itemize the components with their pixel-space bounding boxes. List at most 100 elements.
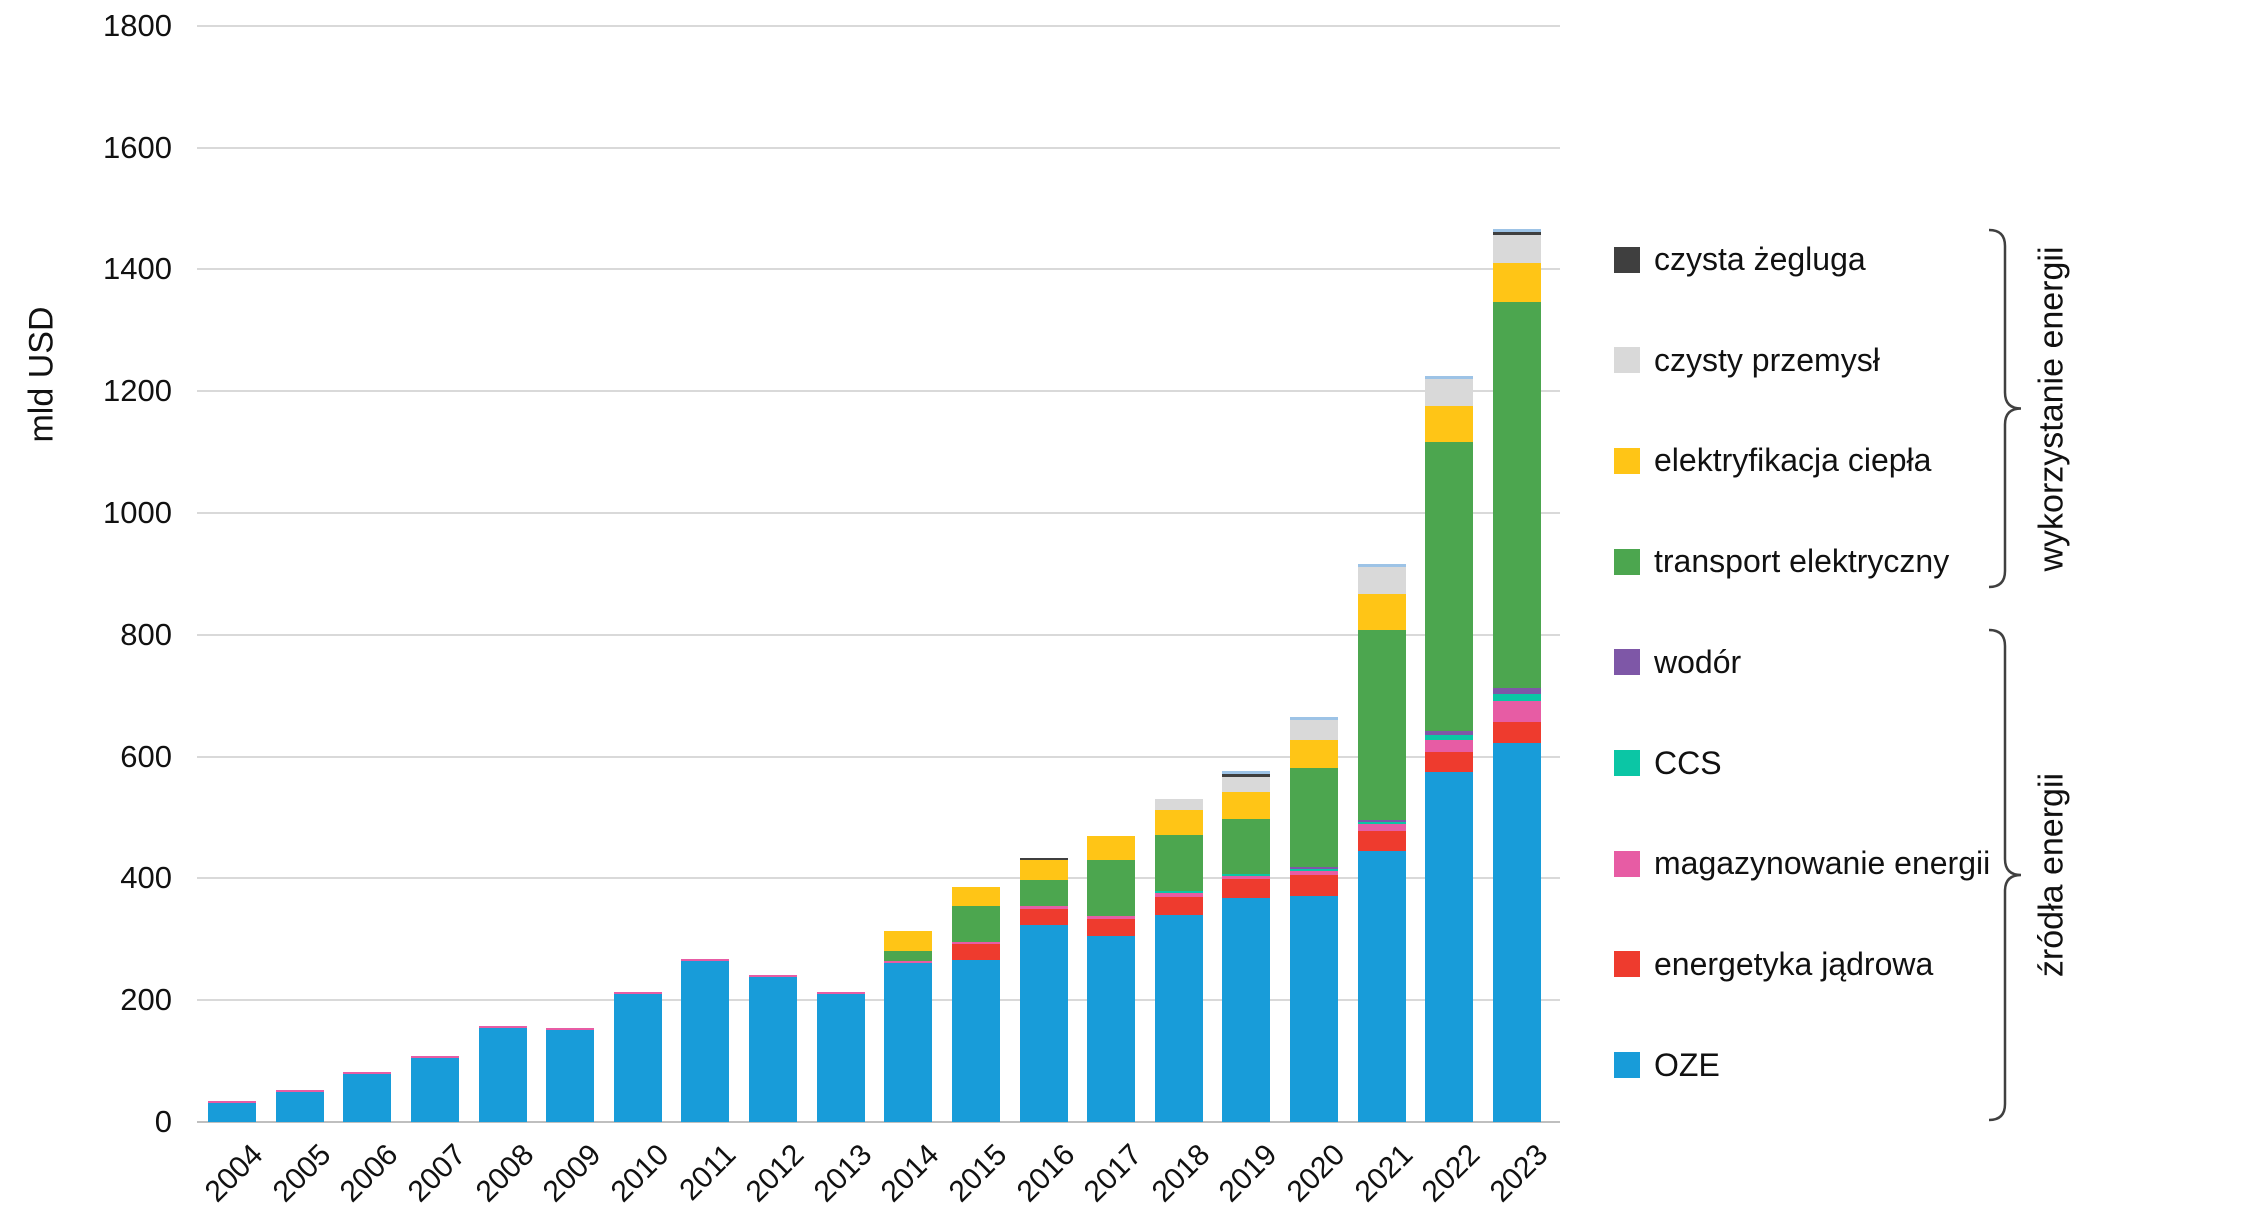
legend-label: energetyka jądrowa bbox=[1654, 945, 1934, 982]
segment-czysta-żegluga-2023 bbox=[1492, 231, 1541, 235]
gridline-400 bbox=[197, 877, 1560, 880]
x-tick-label-2017: 2017 bbox=[1077, 1138, 1149, 1209]
legend-item-magazynowanie-energii: magazynowanie energii bbox=[1614, 845, 1990, 882]
bracket-energy-sources bbox=[1988, 628, 2022, 1122]
gridline-800 bbox=[197, 633, 1560, 636]
bar-2023 bbox=[1492, 228, 1541, 1122]
segment-energetyka-jądrowa-2019 bbox=[1222, 878, 1271, 898]
gridline-1000 bbox=[197, 512, 1560, 514]
legend-swatch-icon bbox=[1614, 649, 1640, 676]
segment-OZE-2006 bbox=[343, 1074, 392, 1122]
segment-bar-top-highlight-2019 bbox=[1222, 771, 1271, 775]
legend-item-wodór: wodór bbox=[1614, 644, 1741, 681]
bar-2014 bbox=[884, 930, 933, 1122]
segment-OZE-2013 bbox=[816, 993, 865, 1122]
segment-wodór-2021 bbox=[1357, 819, 1406, 822]
y-tick-label-0: 0 bbox=[154, 1104, 172, 1139]
legend-label: czysty przemysł bbox=[1654, 341, 1880, 378]
segment-czysta-żegluga-2016 bbox=[1019, 857, 1068, 860]
segment-czysty-przemysł-2018 bbox=[1154, 799, 1203, 810]
segment-czysty-przemysł-2022 bbox=[1425, 379, 1474, 406]
legend-item-elektryfikacja-ciepła: elektryfikacja ciepła bbox=[1614, 442, 1931, 479]
segment-OZE-2014 bbox=[884, 963, 933, 1122]
legend-swatch-icon bbox=[1614, 246, 1640, 273]
segment-magazynowanie-energii-2018 bbox=[1154, 893, 1203, 897]
segment-bar-top-highlight-2022 bbox=[1425, 376, 1474, 380]
bar-2016 bbox=[1019, 857, 1068, 1122]
segment-transport-elektryczny-2022 bbox=[1425, 441, 1474, 731]
bar-2019 bbox=[1222, 771, 1271, 1122]
segment-elektryfikacja-ciepła-2015 bbox=[951, 886, 1000, 906]
x-tick-label-2012: 2012 bbox=[739, 1138, 811, 1209]
segment-magazynowanie-energii-2013 bbox=[816, 991, 865, 994]
segment-energetyka-jądrowa-2021 bbox=[1357, 830, 1406, 851]
y-tick-label-1400: 1400 bbox=[103, 251, 172, 287]
segment-transport-elektryczny-2016 bbox=[1019, 879, 1068, 907]
bar-2017 bbox=[1087, 836, 1136, 1122]
y-tick-label-1200: 1200 bbox=[103, 373, 172, 409]
segment-elektryfikacja-ciepła-2022 bbox=[1425, 405, 1474, 442]
segment-magazynowanie-energii-2012 bbox=[749, 975, 798, 978]
x-tick-label-2018: 2018 bbox=[1145, 1138, 1217, 1209]
gridline-1800 bbox=[197, 24, 1560, 27]
legend-item-energetyka-jądrowa: energetyka jądrowa bbox=[1614, 946, 1933, 983]
bar-2006 bbox=[343, 1072, 392, 1122]
segment-magazynowanie-energii-2023 bbox=[1492, 700, 1541, 723]
segment-czysta-żegluga-2019 bbox=[1222, 774, 1271, 777]
gridline-200 bbox=[197, 999, 1560, 1002]
segment-OZE-2019 bbox=[1222, 897, 1271, 1122]
x-tick-label-2011: 2011 bbox=[673, 1138, 743, 1207]
segment-energetyka-jądrowa-2018 bbox=[1154, 896, 1203, 915]
segment-elektryfikacja-ciepła-2019 bbox=[1222, 791, 1271, 820]
segment-magazynowanie-energii-2017 bbox=[1087, 915, 1136, 919]
segment-CCS-2018 bbox=[1154, 891, 1203, 893]
segment-magazynowanie-energii-2016 bbox=[1019, 906, 1068, 909]
segment-magazynowanie-energii-2022 bbox=[1425, 739, 1474, 752]
segment-magazynowanie-energii-2004 bbox=[208, 1100, 256, 1103]
segment-energetyka-jądrowa-2023 bbox=[1492, 722, 1541, 743]
segment-elektryfikacja-ciepła-2018 bbox=[1154, 810, 1203, 835]
x-tick-label-2005: 2005 bbox=[266, 1138, 337, 1209]
legend-label: elektryfikacja ciepła bbox=[1654, 442, 1932, 479]
legend-swatch-icon bbox=[1614, 850, 1640, 877]
bar-2004 bbox=[208, 1100, 256, 1122]
segment-czysty-przemysł-2020 bbox=[1290, 720, 1339, 740]
segment-OZE-2016 bbox=[1019, 924, 1068, 1122]
x-tick-label-2004: 2004 bbox=[198, 1138, 270, 1209]
y-tick-label-1000: 1000 bbox=[103, 495, 172, 530]
segment-OZE-2007 bbox=[410, 1057, 459, 1122]
segment-magazynowanie-energii-2021 bbox=[1357, 823, 1406, 831]
segment-energetyka-jądrowa-2015 bbox=[951, 943, 1000, 960]
segment-magazynowanie-energii-2011 bbox=[681, 958, 730, 961]
x-tick-label-2020: 2020 bbox=[1280, 1138, 1352, 1209]
segment-OZE-2022 bbox=[1425, 771, 1474, 1122]
segment-OZE-2021 bbox=[1357, 850, 1406, 1122]
segment-magazynowanie-energii-2008 bbox=[478, 1026, 527, 1029]
legend-swatch-icon bbox=[1614, 1052, 1640, 1079]
segment-CCS-2019 bbox=[1222, 873, 1271, 876]
bar-2022 bbox=[1425, 376, 1474, 1122]
segment-elektryfikacja-ciepła-2021 bbox=[1357, 593, 1406, 630]
segment-OZE-2017 bbox=[1087, 936, 1136, 1122]
segment-elektryfikacja-ciepła-2020 bbox=[1290, 739, 1339, 768]
legend-label: wodór bbox=[1654, 643, 1742, 680]
segment-transport-elektryczny-2020 bbox=[1290, 767, 1339, 868]
x-tick-label-2016: 2016 bbox=[1010, 1138, 1081, 1209]
bracket-label-energy-use: wykorzystanie energii bbox=[2032, 245, 2071, 572]
legend-item-transport-elektryczny: transport elektryczny bbox=[1614, 543, 1949, 580]
segment-magazynowanie-energii-2014 bbox=[884, 961, 933, 964]
segment-energetyka-jądrowa-2020 bbox=[1290, 875, 1339, 897]
legend-label: OZE bbox=[1654, 1046, 1720, 1083]
legend-swatch-icon bbox=[1614, 750, 1640, 776]
bar-2009 bbox=[546, 1028, 595, 1122]
segment-OZE-2023 bbox=[1492, 742, 1541, 1122]
bar-2007 bbox=[410, 1055, 459, 1122]
segment-transport-elektryczny-2018 bbox=[1154, 834, 1203, 891]
legend-label: magazynowanie energii bbox=[1654, 845, 1991, 882]
segment-transport-elektryczny-2015 bbox=[951, 905, 1000, 942]
segment-CCS-2023 bbox=[1492, 693, 1541, 701]
x-tick-label-2010: 2010 bbox=[604, 1138, 676, 1209]
y-tick-label-800: 800 bbox=[120, 616, 172, 652]
segment-magazynowanie-energii-2009 bbox=[546, 1028, 595, 1031]
